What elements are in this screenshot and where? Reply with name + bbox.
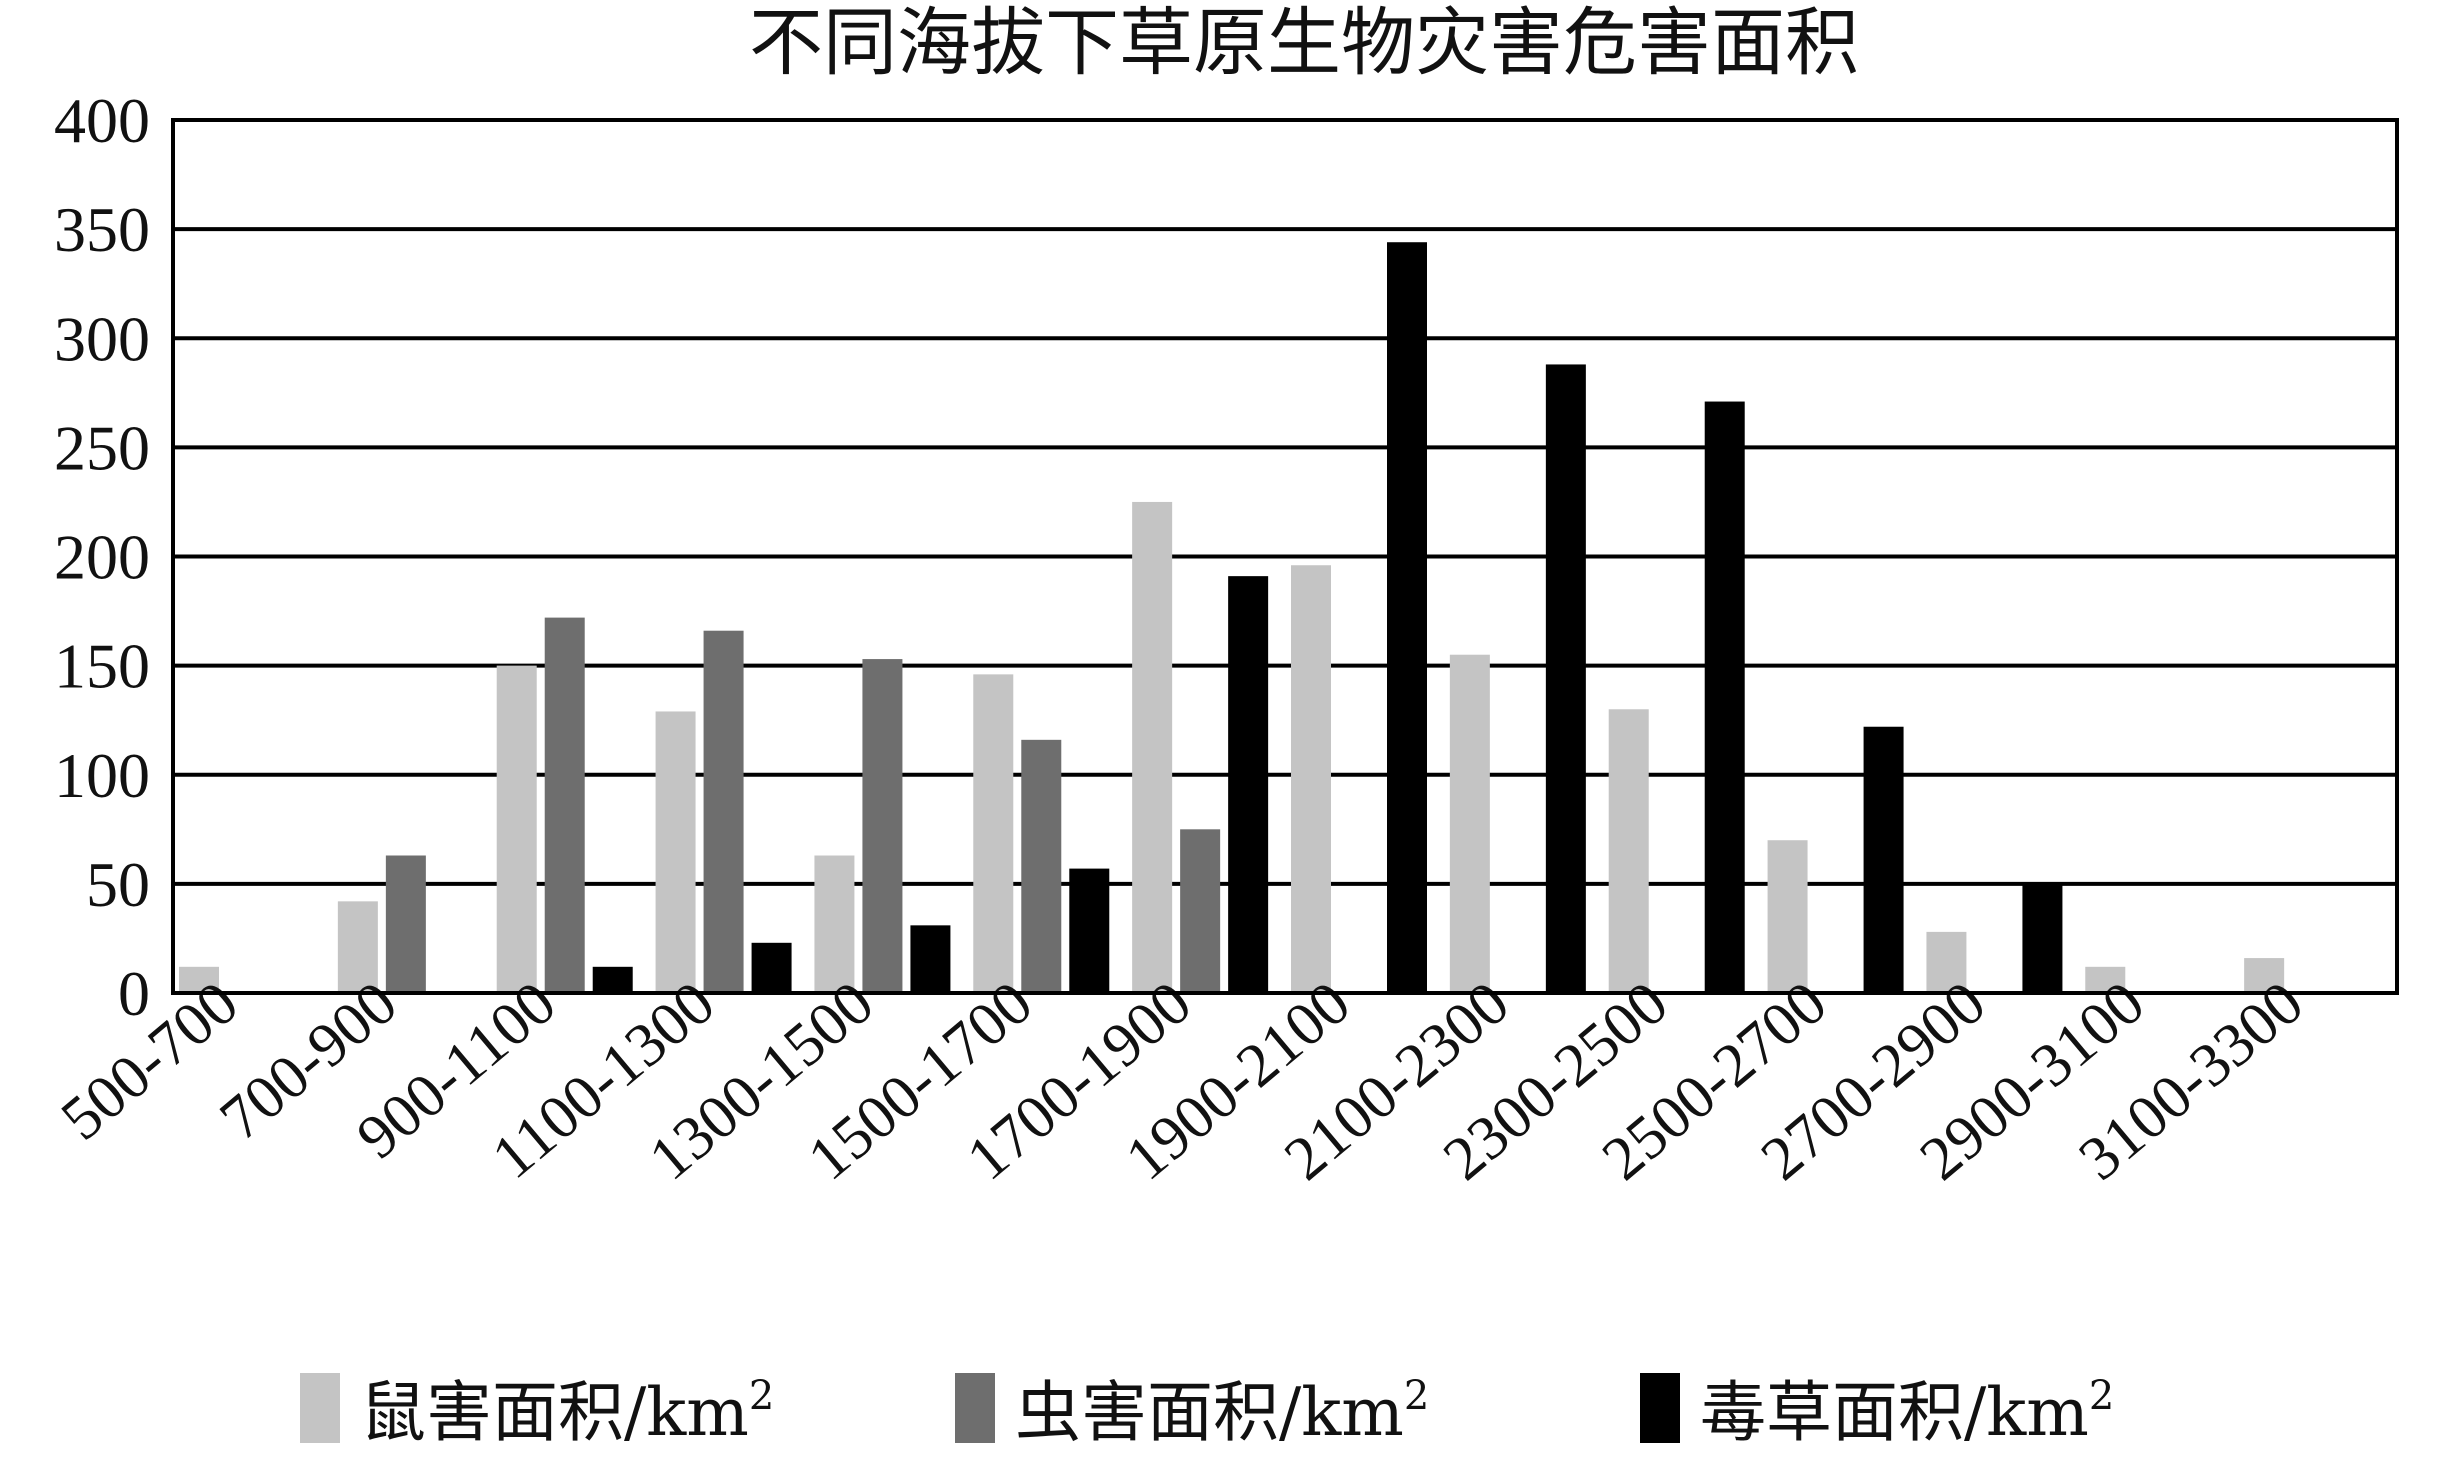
chart-title: 不同海拔下草原生物灾害危害面积 (749, 0, 1859, 86)
y-tick-label: 300 (54, 303, 150, 374)
bar-poison-grass (751, 942, 792, 993)
legend-swatch (1640, 1373, 1680, 1443)
y-tick-label: 250 (54, 412, 150, 483)
plot-frame (171, 118, 2399, 995)
y-tick-label: 400 (54, 85, 150, 156)
legend-superscript: 2 (2089, 1373, 2114, 1419)
bar-insect (544, 617, 585, 993)
bar-rodent (1926, 931, 1967, 993)
y-axis-ticks: 0 50 100 150 200 250 300 350 400 (54, 85, 150, 1029)
bar-rodent (814, 855, 855, 993)
legend-label: 虫害面积/km2 (1015, 1373, 1429, 1451)
bar-rodent (1608, 709, 1649, 993)
bar-insect (1021, 739, 1062, 993)
bar-poison-grass (1387, 242, 1427, 994)
bar-insect (703, 630, 744, 993)
bar-rodent (1132, 501, 1173, 993)
bar-poison-grass (1863, 726, 1904, 993)
y-tick-label: 350 (54, 194, 150, 265)
bar-poison-grass (592, 966, 633, 993)
bar-poison-grass (1545, 364, 1586, 993)
bar-poison-grass (1228, 576, 1269, 993)
legend-superscript: 2 (1404, 1373, 1429, 1419)
bars (179, 242, 2285, 994)
bar-poison-grass (2022, 883, 2063, 993)
bar-rodent (2244, 958, 2285, 993)
x-axis-categories: 500-700700-900900-11001100-13001300-1500… (49, 969, 2316, 1194)
bar-rodent (655, 711, 696, 993)
bar-insect (1180, 829, 1221, 993)
bar-rodent (973, 674, 1014, 993)
legend-label: 鼠害面积/km2 (360, 1373, 774, 1451)
legend-label: 毒草面积/km2 (1700, 1373, 2114, 1451)
bar-poison-grass (910, 925, 951, 993)
y-tick-label: 150 (54, 631, 150, 702)
legend-swatch (955, 1373, 995, 1443)
y-tick-label: 0 (118, 958, 150, 1029)
legend-superscript: 2 (749, 1373, 774, 1419)
bar-poison-grass (1069, 868, 1110, 993)
legend-swatch (300, 1373, 340, 1443)
bar-rodent (496, 665, 537, 993)
y-tick-label: 50 (86, 849, 150, 920)
bar-rodent (337, 901, 378, 993)
bar-rodent (1291, 565, 1331, 993)
bar-insect (862, 659, 903, 993)
legend: 鼠害面积/km2 虫害面积/km2 毒草面积/km2 (300, 1373, 2114, 1451)
grid-lines (173, 227, 2397, 886)
y-tick-label: 100 (54, 740, 150, 811)
bar-rodent (1767, 840, 1808, 993)
bar-rodent (2085, 966, 2126, 993)
bar-rodent (1449, 654, 1490, 993)
bar-insect (385, 855, 426, 993)
y-tick-label: 200 (54, 522, 150, 593)
bar-rodent (179, 966, 219, 993)
bar-poison-grass (1704, 401, 1745, 994)
